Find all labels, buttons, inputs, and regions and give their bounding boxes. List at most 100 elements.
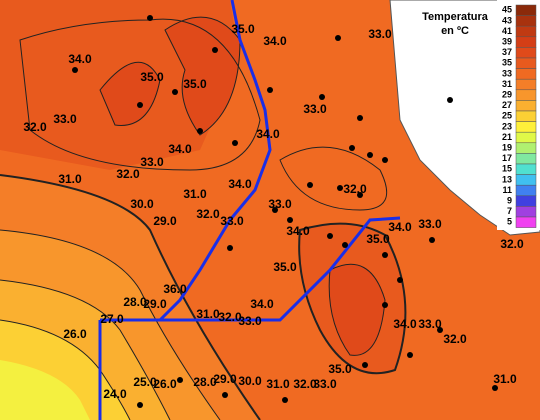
- stations: [72, 15, 498, 408]
- contour-label: 34.0: [250, 297, 274, 311]
- legend-swatch: [515, 89, 537, 101]
- contour-label: 34.0: [393, 317, 417, 331]
- legend-label: 33: [502, 68, 512, 78]
- contour-label: 36.0: [163, 282, 187, 296]
- contour-label: 34.0: [68, 52, 92, 66]
- contour-label: 26.0: [153, 377, 177, 391]
- station-dot: [437, 327, 443, 333]
- contour-label: 35.0: [231, 22, 255, 36]
- station-dot: [319, 94, 325, 100]
- station-dot: [222, 392, 228, 398]
- legend-swatch: [515, 121, 537, 133]
- legend-label: 45: [502, 5, 512, 15]
- contour-label: 32.0: [218, 310, 242, 324]
- station-dot: [307, 182, 313, 188]
- legend-swatch: [515, 110, 537, 122]
- contour-label: 26.0: [63, 327, 87, 341]
- legend-swatch: [515, 36, 537, 48]
- station-dot: [349, 145, 355, 151]
- legend-swatch: [515, 57, 537, 69]
- contour-label: 29.0: [153, 214, 177, 228]
- contour-label: 28.0: [123, 295, 147, 309]
- legend-swatch: [515, 131, 537, 144]
- contour-line: [0, 319, 131, 420]
- station-dot: [272, 207, 278, 213]
- contour-label: 32.0: [116, 167, 140, 181]
- borders: [98, 0, 401, 420]
- station-dot: [137, 102, 143, 108]
- hot-spot: [100, 62, 160, 126]
- station-dot: [492, 385, 498, 391]
- legend-swatch: [515, 195, 537, 207]
- legend-label: 9: [507, 195, 512, 205]
- station-dot: [362, 362, 368, 368]
- legend-swatch: [515, 100, 537, 112]
- legend-swatch: [515, 68, 537, 80]
- legend-label: 7: [507, 206, 512, 216]
- contour-label: 31.0: [493, 372, 517, 386]
- legend-label: 29: [502, 89, 512, 99]
- legend-label: 15: [502, 164, 512, 174]
- legend-swatch: [515, 153, 537, 165]
- contour-label: 34.0: [286, 224, 310, 238]
- contour-label: 34.0: [168, 142, 192, 156]
- contours: [0, 16, 407, 420]
- contour-line: [99, 61, 161, 126]
- legend-label: 5: [507, 217, 512, 227]
- legend-swatch: [515, 184, 537, 197]
- legend-swatch: [515, 78, 537, 91]
- contour-label: 33.0: [53, 112, 77, 126]
- legend-label: 23: [502, 121, 512, 131]
- station-dot: [172, 89, 178, 95]
- contour-label: 27.0: [100, 312, 124, 326]
- station-dot: [357, 192, 363, 198]
- legend-label: 41: [502, 26, 512, 36]
- legend-title: Temperatura: [422, 11, 489, 23]
- legend-label: 35: [502, 58, 512, 68]
- station-dot: [382, 252, 388, 258]
- station-dot: [337, 185, 343, 191]
- contour-label: 33.0: [303, 102, 327, 116]
- legend-title: en ºC: [441, 25, 469, 37]
- contour-label: 28.0: [193, 375, 217, 389]
- contour-label: 34.0: [256, 127, 280, 141]
- station-dot: [137, 402, 143, 408]
- contour-labels: 35.034.0 33.034.035.0 35.033.032.034.033.0…: [23, 22, 524, 401]
- contour-label: 35.0: [273, 260, 297, 274]
- station-dot: [367, 152, 373, 158]
- hot-spot: [329, 264, 385, 356]
- border-line: [158, 0, 272, 322]
- legend-swatch: [515, 25, 537, 38]
- contour-label: 33.0: [418, 317, 442, 331]
- contour-label: 35.0: [140, 70, 164, 84]
- station-dot: [282, 397, 288, 403]
- legend-label: 11: [502, 185, 512, 195]
- station-dot: [197, 128, 203, 134]
- contour-label: 30.0: [238, 374, 262, 388]
- contour-label: 33.0: [368, 27, 392, 41]
- legend-label: 27: [502, 100, 512, 110]
- legend-label: 21: [502, 132, 512, 142]
- legend-swatch: [515, 216, 537, 228]
- contour-label: 34.0: [263, 34, 287, 48]
- contour-label: 31.0: [196, 307, 220, 321]
- contour-label: 32.0: [343, 182, 367, 196]
- station-dot: [407, 352, 413, 358]
- contour-line: [0, 229, 221, 420]
- contour-label: 32.0: [443, 332, 467, 346]
- contour-label: 35.0: [183, 77, 207, 91]
- station-dot: [382, 157, 388, 163]
- station-dot: [212, 47, 218, 53]
- station-dot: [397, 277, 403, 283]
- legend-label: 31: [502, 79, 512, 89]
- station-dot: [287, 217, 293, 223]
- station-dot: [382, 302, 388, 308]
- contour-label: 24.0: [103, 387, 127, 401]
- station-dot: [147, 15, 153, 21]
- legend-label: 19: [502, 142, 512, 152]
- legend-label: 43: [502, 15, 512, 25]
- contour-line: [279, 146, 388, 211]
- legend-swatch: [515, 47, 537, 59]
- station-dot: [357, 115, 363, 121]
